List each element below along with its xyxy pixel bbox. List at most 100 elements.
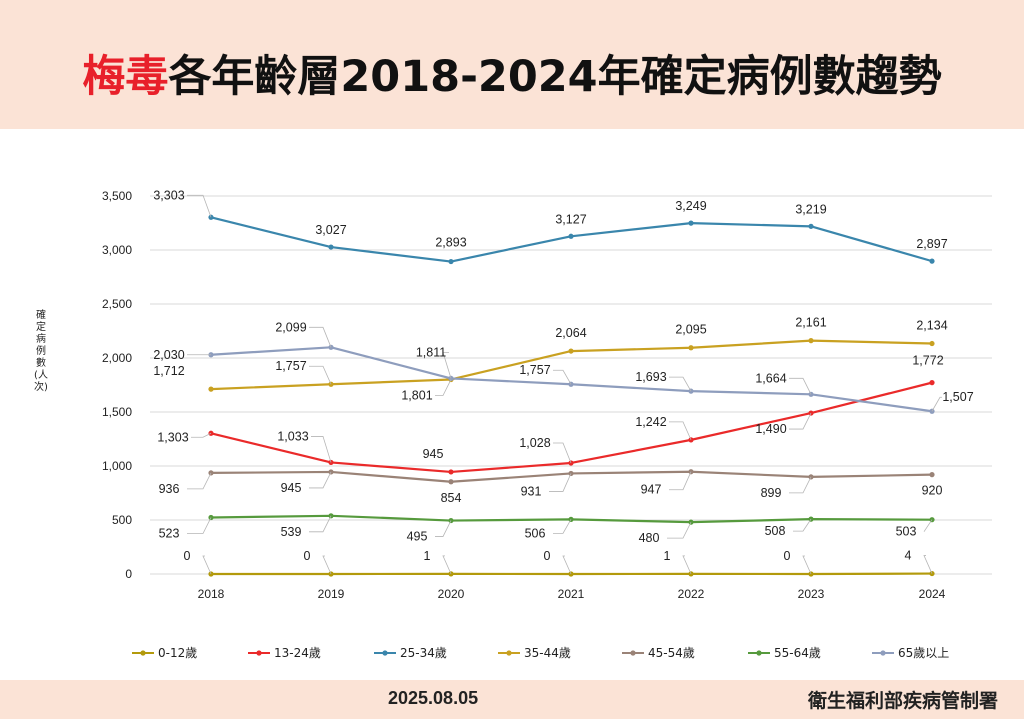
data-label: 854	[441, 491, 462, 505]
data-label: 503	[896, 525, 917, 539]
y-tick-label: 2,500	[102, 297, 132, 311]
leader-line	[187, 472, 212, 490]
leader-line	[435, 520, 452, 537]
data-label: 1,507	[942, 390, 973, 404]
data-label: 2,897	[916, 237, 947, 251]
data-label: 1,693	[635, 370, 666, 384]
y-axis-label: 確定病例數(人次)	[34, 310, 48, 393]
leader-line	[682, 555, 692, 575]
leader-line	[802, 555, 812, 575]
data-label: 3,249	[675, 199, 706, 213]
y-tick-label: 2,000	[102, 351, 132, 365]
data-point	[929, 340, 935, 347]
leader-line	[669, 471, 692, 491]
data-label: 2,099	[275, 320, 306, 334]
legend-entry: 45-54歲	[648, 646, 695, 660]
data-label: 899	[761, 486, 782, 500]
legend-swatch-point	[382, 650, 388, 656]
data-label: 936	[159, 482, 180, 496]
leader-line	[789, 412, 812, 430]
legend-entry: 35-44歲	[524, 646, 571, 660]
header-banner	[0, 0, 1024, 129]
leader-line	[923, 555, 933, 574]
y-tick-label: 1,500	[102, 405, 132, 419]
data-point	[808, 338, 814, 344]
data-label: 2,030	[153, 348, 184, 362]
data-label: 1,033	[277, 429, 308, 443]
legend-swatch-point	[140, 650, 146, 656]
data-label: 1,242	[635, 415, 666, 429]
data-label: 506	[525, 526, 546, 540]
legend-entry: 55-64歲	[774, 646, 821, 660]
leader-line	[442, 555, 452, 575]
data-label: 0	[184, 549, 191, 563]
legend-swatch-point	[506, 650, 512, 656]
data-point	[568, 233, 574, 239]
leader-line	[309, 326, 332, 348]
legend-swatch-point	[256, 650, 262, 656]
x-tick-label: 2021	[558, 587, 585, 601]
data-point	[568, 348, 574, 354]
series-lines	[208, 214, 935, 577]
leader-line	[311, 436, 332, 463]
legend-entry: 13-24歲	[274, 646, 321, 660]
data-label: 1,490	[755, 422, 786, 436]
leader-line	[191, 432, 212, 438]
leader-line	[793, 518, 812, 532]
data-label: 480	[639, 531, 660, 545]
data-label: 3,303	[153, 188, 184, 202]
data-label: 4	[905, 549, 912, 563]
leader-line	[187, 194, 212, 218]
data-label: 2,095	[675, 323, 706, 337]
y-tick-label: 3,000	[102, 243, 132, 257]
y-tick-label: 500	[112, 513, 132, 527]
data-label: 1,712	[153, 364, 184, 378]
leader-line	[553, 442, 572, 464]
data-label: 947	[641, 483, 662, 497]
data-point	[448, 258, 454, 265]
data-label: 920	[922, 484, 943, 498]
y-tick-labels: 0 500 1,000 1,500 2,000 2,500 3,000 3,500	[102, 189, 132, 581]
x-tick-labels: 2018 2019 2020 2021 2022 2023 2024	[198, 587, 946, 601]
legend-swatch-point	[880, 650, 886, 656]
legend-entry: 25-34歲	[400, 646, 447, 660]
data-label: 1,757	[275, 359, 306, 373]
legend: 0-12歲 13-24歲 25-34歲 35-44歲 45-54歲 55-64歲 65歲以上	[132, 646, 949, 660]
x-tick-label: 2019	[318, 587, 345, 601]
leader-line	[309, 471, 332, 489]
footer-banner	[0, 680, 1024, 719]
legend-swatch-point	[630, 650, 636, 656]
footer-organization: 衛生福利部疾病管制署	[807, 690, 998, 712]
leader-line	[789, 476, 812, 494]
data-label: 1	[664, 549, 671, 563]
x-tick-label: 2018	[198, 587, 225, 601]
leader-line	[562, 555, 572, 575]
data-label: 0	[544, 549, 551, 563]
data-label: 1,772	[912, 354, 943, 368]
leader-line	[553, 369, 572, 385]
data-label: 0	[784, 549, 791, 563]
data-label: 3,219	[795, 202, 826, 216]
data-label: 1	[424, 549, 431, 563]
legend-entry: 0-12歲	[158, 646, 197, 660]
data-label: 2,161	[795, 316, 826, 330]
data-label: 945	[423, 447, 444, 461]
data-point	[208, 386, 214, 392]
data-point	[448, 469, 454, 475]
data-label: 945	[281, 481, 302, 495]
series-line	[210, 346, 933, 413]
leader-line	[667, 521, 692, 539]
y-tick-label: 0	[125, 567, 132, 581]
leader-line	[309, 515, 332, 533]
data-point	[688, 571, 694, 577]
leader-line	[549, 473, 572, 492]
data-label: 2,064	[555, 326, 586, 340]
data-point	[448, 479, 454, 485]
page-title: 梅毒各年齡層2018-2024年確定病例數趨勢	[0, 42, 1024, 104]
data-point	[929, 380, 935, 386]
legend-entry: 65歲以上	[898, 646, 949, 660]
data-label: 1,664	[755, 371, 786, 385]
y-tick-label: 1,000	[102, 459, 132, 473]
x-tick-label: 2024	[919, 587, 946, 601]
